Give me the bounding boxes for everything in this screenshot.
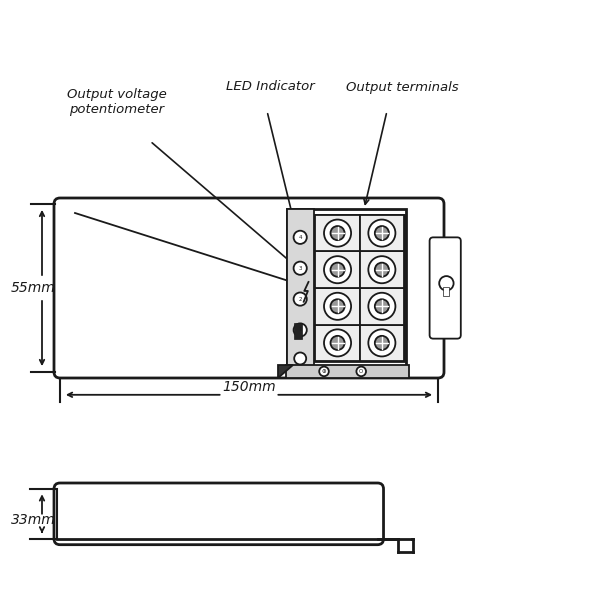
Bar <box>316 215 360 251</box>
Circle shape <box>293 323 307 337</box>
Circle shape <box>375 226 389 240</box>
Circle shape <box>331 226 344 240</box>
Circle shape <box>294 352 306 364</box>
Circle shape <box>331 336 344 350</box>
Text: 150mm: 150mm <box>222 380 276 394</box>
Circle shape <box>324 220 351 247</box>
Circle shape <box>375 299 389 313</box>
Bar <box>316 215 404 361</box>
Bar <box>360 325 404 361</box>
Text: 4: 4 <box>298 235 302 240</box>
Text: Output voltage
potentiometer: Output voltage potentiometer <box>67 88 167 116</box>
Text: 3: 3 <box>298 266 302 271</box>
Bar <box>360 251 404 288</box>
Text: 33mm: 33mm <box>11 513 55 527</box>
Circle shape <box>375 263 389 277</box>
Bar <box>316 251 360 288</box>
FancyBboxPatch shape <box>54 198 444 378</box>
Text: ⊕: ⊕ <box>322 369 326 374</box>
Bar <box>294 323 302 338</box>
Bar <box>286 365 409 378</box>
Circle shape <box>331 299 344 313</box>
Text: O: O <box>359 369 364 374</box>
Bar <box>443 287 449 296</box>
Polygon shape <box>278 365 293 378</box>
Circle shape <box>368 256 395 283</box>
Circle shape <box>375 336 389 350</box>
Circle shape <box>293 262 307 275</box>
Bar <box>360 215 404 251</box>
Text: LED Indicator: LED Indicator <box>226 80 314 94</box>
Text: 1: 1 <box>298 328 302 332</box>
Bar <box>287 209 406 367</box>
Circle shape <box>319 367 329 376</box>
Bar <box>316 325 360 361</box>
Circle shape <box>324 329 351 356</box>
Circle shape <box>368 220 395 247</box>
Text: Output terminals: Output terminals <box>346 80 458 94</box>
Text: 55mm: 55mm <box>11 281 55 295</box>
Circle shape <box>324 256 351 283</box>
FancyBboxPatch shape <box>430 238 461 338</box>
Text: 2: 2 <box>298 296 302 302</box>
Circle shape <box>368 293 395 320</box>
Bar <box>287 209 314 367</box>
Circle shape <box>293 231 307 244</box>
Circle shape <box>324 293 351 320</box>
Circle shape <box>293 292 307 305</box>
Circle shape <box>331 263 344 277</box>
Circle shape <box>356 367 366 376</box>
Bar <box>360 288 404 325</box>
Bar <box>316 288 360 325</box>
Circle shape <box>368 329 395 356</box>
Circle shape <box>439 276 454 290</box>
FancyBboxPatch shape <box>54 483 383 545</box>
